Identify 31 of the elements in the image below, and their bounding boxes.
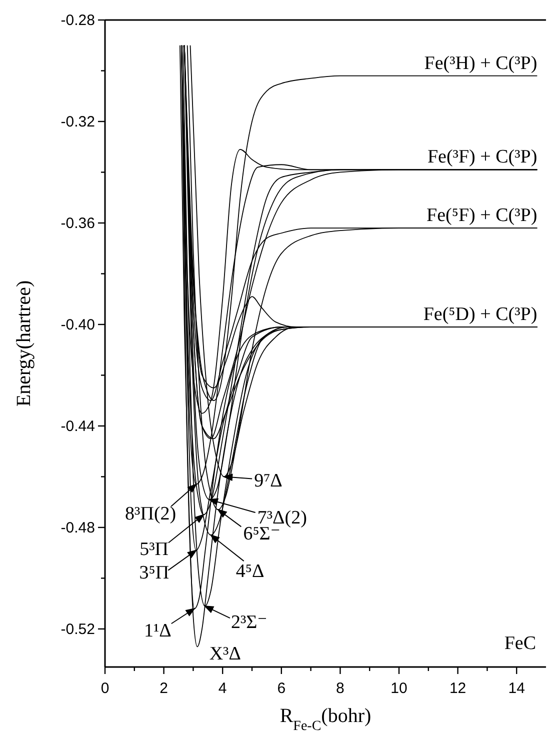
annotation: Fe(³H) + C(³P) [424, 52, 538, 74]
x-tick-label: 2 [160, 680, 168, 697]
annotation: 4⁵Δ [236, 561, 264, 582]
annotation: 1¹Δ [144, 620, 172, 642]
annotation: 3⁵Π [139, 562, 170, 584]
annotation: Fe(⁵F) + C(³P) [426, 205, 538, 226]
y-tick-label: -0.28 [60, 12, 95, 29]
y-tick-label: -0.52 [60, 620, 95, 638]
annotation: FeC [504, 633, 536, 654]
annotation: 6⁵Σ⁻ [243, 524, 280, 545]
annotation: 8³Π(2) [125, 503, 176, 524]
x-tick-label: 14 [508, 680, 525, 697]
x-tick-label: 4 [218, 680, 227, 697]
y-axis-title: Energy(hartree) [13, 280, 35, 407]
annotation: 5³Π [140, 538, 169, 560]
x-tick-label: 8 [336, 680, 344, 697]
y-tick-label: -0.36 [60, 214, 95, 232]
x-tick-label: 6 [277, 680, 286, 697]
annotation: X³Δ [209, 644, 241, 665]
y-tick-label: -0.32 [60, 113, 95, 130]
annotation: 9⁷Δ [254, 470, 282, 492]
y-tick-label: -0.48 [60, 519, 95, 536]
annotation: Fe(³F) + C(³P) [427, 146, 538, 168]
x-tick-label: 0 [100, 680, 110, 697]
y-tick-label: -0.40 [60, 316, 95, 334]
x-tick-label: 10 [390, 680, 408, 697]
annotation: Fe(⁵D) + C(³P) [423, 304, 538, 326]
annotation: 2³Σ⁻ [230, 612, 268, 634]
y-tick-label: -0.44 [60, 418, 95, 435]
x-axis-title: R$_{Fe-C}$(bohr) [280, 705, 372, 734]
x-tick-label: 12 [449, 680, 466, 697]
